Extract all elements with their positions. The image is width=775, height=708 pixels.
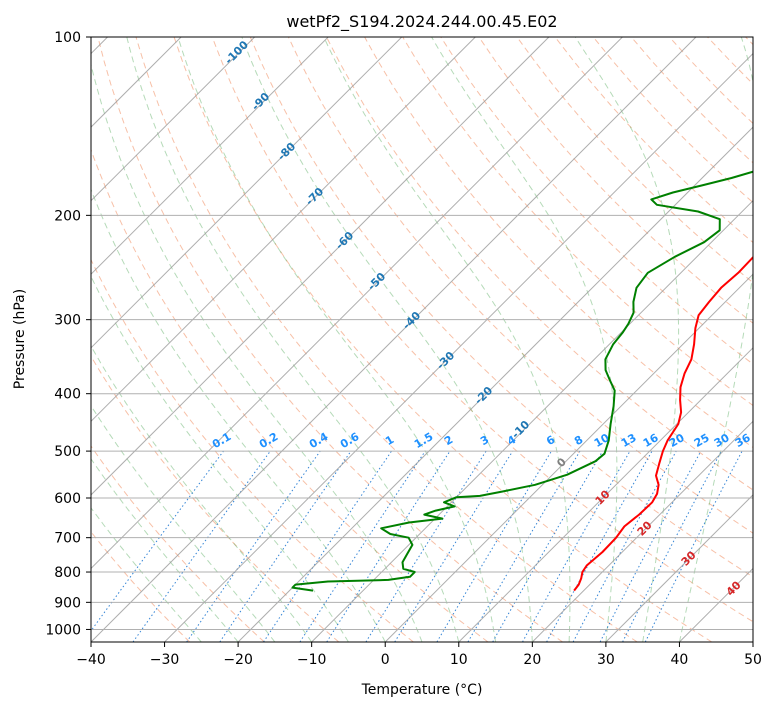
moist-adiabat xyxy=(177,37,497,642)
isotherm-line xyxy=(91,37,329,275)
isotherm-line xyxy=(91,37,697,642)
mixing-ratio-line xyxy=(522,450,631,642)
x-axis-ticks: −40 −30 −20 −10 0 10 20 30 40 50 xyxy=(76,642,762,668)
chart-title: wetPf2_S194.2024.244.00.45.E02 xyxy=(286,12,557,32)
y-tick-label: 100 xyxy=(54,30,81,46)
isotherm-line xyxy=(458,347,753,642)
isotherm-line xyxy=(531,420,753,642)
moist-adiabat xyxy=(91,62,423,642)
isotherm-line xyxy=(752,641,753,642)
dewpoint-profile xyxy=(291,170,753,592)
dry-adiabat xyxy=(135,37,638,642)
x-tick-label: −40 xyxy=(76,652,106,668)
y-axis-ticks: 100 200 300 400 500 600 700 800 900 1000 xyxy=(45,30,91,638)
profile-lines xyxy=(291,170,753,592)
x-tick-label: −20 xyxy=(223,652,253,668)
dry-adiabat xyxy=(173,37,713,642)
isotherm-line xyxy=(237,126,753,642)
x-tick-label: 50 xyxy=(744,652,762,668)
moist-adiabat xyxy=(323,37,571,642)
x-tick-label: −10 xyxy=(297,652,327,668)
mixing-ratio-line xyxy=(91,450,224,632)
y-tick-label: 500 xyxy=(54,444,81,460)
dry-adiabat xyxy=(211,37,753,623)
isotherm-line xyxy=(605,494,753,642)
x-tick-label: 40 xyxy=(671,652,689,668)
dry-adiabat xyxy=(91,258,414,642)
moist-adiabat xyxy=(91,404,276,642)
moist-adiabat xyxy=(91,458,239,642)
dry-adiabat xyxy=(91,355,340,642)
background-lines xyxy=(91,37,753,642)
y-axis-title: Pressure (hPa) xyxy=(12,289,28,389)
y-tick-label: 1000 xyxy=(45,622,81,638)
isotherm-line xyxy=(311,199,753,642)
y-tick-label: 200 xyxy=(54,208,81,224)
temperature-profile xyxy=(573,255,753,592)
moist-adiabat xyxy=(91,507,202,642)
mixing-ratio-line xyxy=(572,450,677,642)
y-tick-label: 600 xyxy=(54,491,81,507)
moist-adiabat xyxy=(241,37,533,642)
moist-adiabat xyxy=(431,37,618,642)
y-tick-label: 300 xyxy=(54,313,81,329)
mixing-ratio-line xyxy=(299,450,426,642)
moist-adiabat xyxy=(678,37,753,642)
moist-adiabat xyxy=(126,37,460,642)
isotherm-line xyxy=(91,37,256,202)
dry-adiabat xyxy=(287,37,753,534)
x-tick-label: 20 xyxy=(523,652,541,668)
x-tick-label: 0 xyxy=(381,652,390,668)
x-tick-label: 10 xyxy=(450,652,468,668)
isotherm-line xyxy=(91,37,550,496)
mixing-ratio-line xyxy=(219,450,352,642)
isotherm-line xyxy=(164,52,753,642)
moist-adiabat xyxy=(574,37,680,642)
dry-adiabat xyxy=(91,445,265,642)
moist-adiabat xyxy=(91,275,349,642)
mixing-ratio-line xyxy=(326,450,451,642)
x-tick-label: −30 xyxy=(150,652,180,668)
mixing-ratio-line xyxy=(263,450,392,642)
isotherm-line xyxy=(91,37,476,423)
dry-adiabat xyxy=(326,37,753,491)
isotherm-line xyxy=(91,37,403,349)
isotherm-line xyxy=(91,37,623,570)
y-tick-label: 900 xyxy=(54,595,81,611)
y-tick-label: 700 xyxy=(54,531,81,547)
y-tick-label: 800 xyxy=(54,565,81,581)
mixing-ratio-line xyxy=(132,450,271,642)
plot-frame xyxy=(90,36,754,643)
dry-adiabat xyxy=(97,37,563,642)
dry-adiabat xyxy=(249,37,753,578)
y-tick-label: 400 xyxy=(54,387,81,403)
plot-area xyxy=(91,37,753,642)
mixing-ratio-line xyxy=(186,450,321,642)
mixing-ratio-line xyxy=(644,450,743,642)
x-axis-title: Temperature (°C) xyxy=(361,682,483,698)
moist-adiabat xyxy=(91,188,386,642)
x-tick-label: 30 xyxy=(597,652,615,668)
isotherm-line xyxy=(384,273,753,642)
